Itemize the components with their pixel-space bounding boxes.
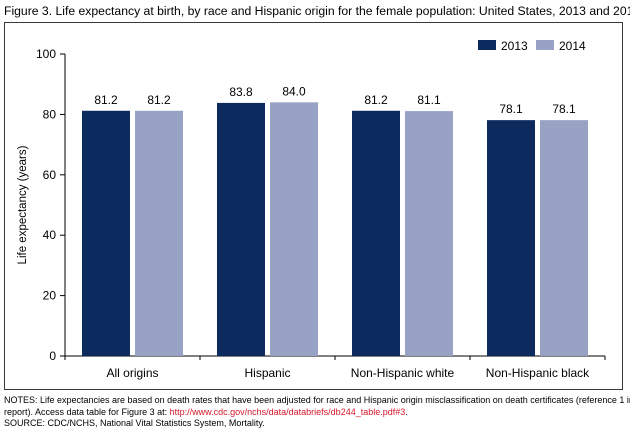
bar-2014: [270, 102, 318, 356]
bar-2014: [405, 111, 453, 356]
y-tick-label: 100: [36, 47, 56, 61]
source-line: SOURCE: CDC/NCHS, National Vital Statist…: [4, 418, 265, 428]
y-tick-label: 20: [43, 289, 57, 303]
y-tick-label: 40: [43, 228, 57, 242]
y-tick-label: 60: [43, 168, 57, 182]
bar-value-label: 81.2: [147, 93, 171, 107]
notes-line-1: NOTES: Life expectancies are based on de…: [4, 395, 630, 405]
bar-2013: [352, 110, 400, 356]
x-tick-label: Non-Hispanic white: [351, 366, 455, 380]
chart-frame: [4, 22, 623, 390]
bar-2013: [217, 102, 265, 356]
x-tick-label: All origins: [106, 366, 158, 380]
legend-swatch-2014: [536, 40, 554, 50]
data-table-link[interactable]: http://www.cdc.gov/nchs/data/databriefs/…: [169, 406, 406, 417]
notes-line-2-suffix: .: [405, 406, 408, 417]
bar-2014: [540, 120, 588, 356]
bar-value-label: 83.8: [229, 85, 253, 99]
bar-2013: [82, 110, 130, 356]
bar-value-label: 78.1: [552, 102, 576, 116]
x-tick-label: Hispanic: [244, 366, 290, 380]
legend-label-2013: 2013: [501, 39, 528, 53]
y-axis-label: Life expectancy (years): [17, 145, 29, 264]
bar-2013: [487, 120, 535, 356]
figure-notes: NOTES: Life expectancies are based on de…: [4, 395, 630, 430]
bar-2014: [135, 110, 183, 356]
figure-title: Figure 3. Life expectancy at birth, by r…: [4, 4, 630, 18]
y-tick-label: 80: [43, 107, 57, 121]
bar-value-label: 81.2: [94, 93, 118, 107]
bar-value-label: 84.0: [282, 84, 306, 98]
x-tick-label: Non-Hispanic black: [486, 366, 590, 380]
notes-line-2-prefix: report). Access data table for Figure 3 …: [4, 406, 170, 417]
legend-label-2014: 2014: [559, 39, 586, 53]
notes-line-2: report). Access data table for Figure 3 …: [4, 407, 626, 419]
bar-value-label: 78.1: [499, 102, 523, 116]
bar-value-label: 81.2: [364, 93, 388, 107]
legend-swatch-2013: [478, 40, 496, 50]
y-tick-label: 0: [49, 349, 56, 363]
bar-value-label: 81.1: [417, 93, 441, 107]
